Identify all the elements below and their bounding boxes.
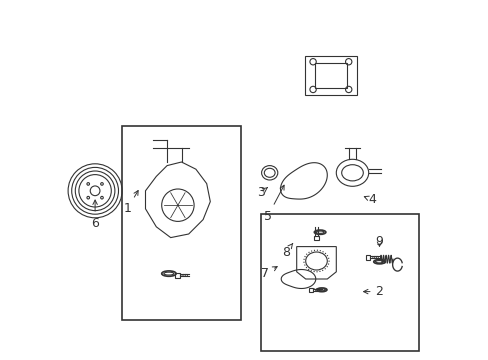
Text: 9: 9	[375, 235, 383, 248]
Text: 8: 8	[281, 243, 292, 258]
Text: 3: 3	[256, 186, 267, 199]
Bar	[260, 214, 418, 351]
Bar	[308, 288, 312, 292]
Text: 6: 6	[91, 200, 99, 230]
Bar	[314, 63, 346, 89]
Bar	[175, 273, 179, 278]
Text: 5: 5	[264, 185, 284, 222]
Text: 4: 4	[364, 193, 375, 206]
Text: 7: 7	[261, 266, 277, 280]
Bar	[314, 236, 318, 240]
Bar	[366, 255, 370, 260]
Text: 1: 1	[123, 190, 138, 215]
Bar	[122, 126, 241, 320]
Text: 2: 2	[363, 285, 383, 298]
Bar	[305, 56, 356, 95]
